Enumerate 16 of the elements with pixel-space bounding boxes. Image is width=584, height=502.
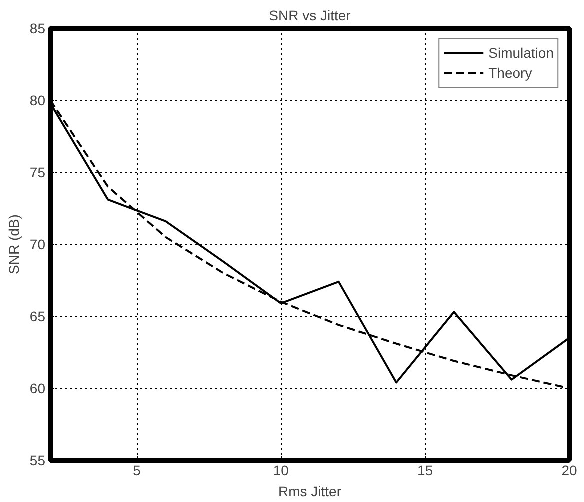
legend-label: Simulation (488, 45, 554, 61)
y-tick-label: 80 (30, 92, 46, 108)
y-tick-label: 85 (30, 20, 46, 36)
x-tick-label: 15 (418, 462, 434, 478)
chart-title: SNR vs Jitter (269, 8, 352, 24)
y-axis-title: SNR (dB) (6, 214, 22, 274)
y-tick-label: 70 (30, 236, 46, 252)
legend-label: Theory (488, 65, 532, 81)
y-tick-label: 55 (30, 452, 46, 468)
x-tick-label: 5 (133, 462, 142, 478)
y-tick-label: 60 (30, 380, 46, 396)
y-tick-label: 65 (30, 308, 46, 324)
x-axis-title: Rms Jitter (278, 484, 342, 500)
x-tick-label: 20 (562, 462, 578, 478)
y-tick-label: 75 (30, 164, 46, 180)
x-tick-label: 10 (273, 462, 290, 478)
